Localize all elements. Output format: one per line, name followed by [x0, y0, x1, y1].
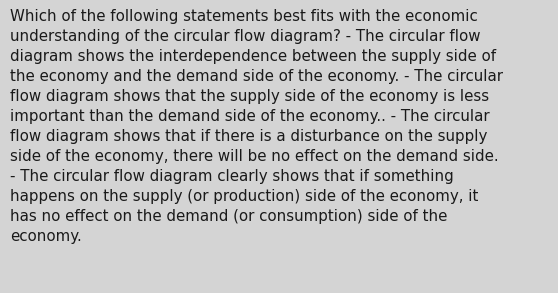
Text: Which of the following statements best fits with the economic
understanding of t: Which of the following statements best f…: [10, 9, 503, 244]
